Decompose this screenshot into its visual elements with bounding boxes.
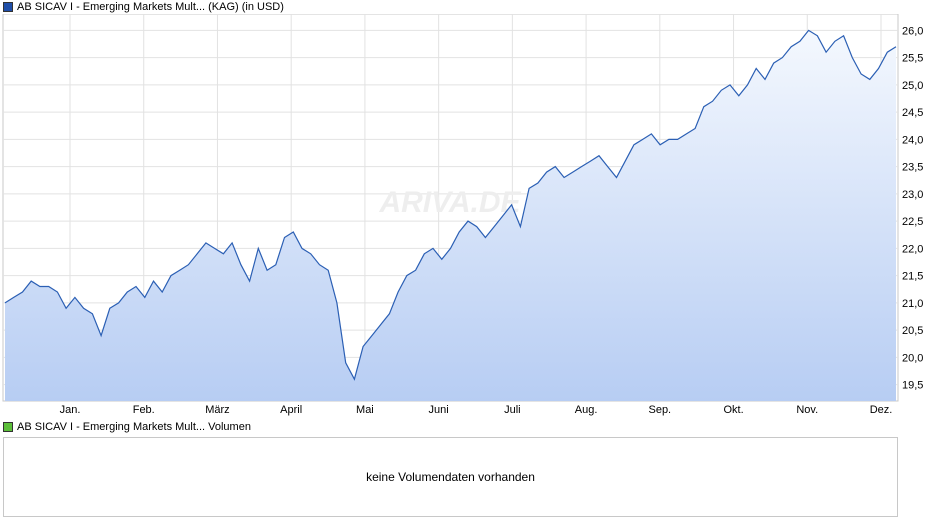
watermark: ARIVA.DE bbox=[378, 186, 521, 219]
y-tick-label: 21,0 bbox=[902, 298, 923, 310]
y-tick-label: 23,0 bbox=[902, 189, 923, 201]
x-tick-label: Jan. bbox=[60, 404, 81, 416]
volume-legend-swatch bbox=[3, 422, 13, 432]
volume-legend: AB SICAV I - Emerging Markets Mult... Vo… bbox=[3, 420, 251, 434]
price-line bbox=[4, 29, 897, 381]
x-tick-label: Okt. bbox=[723, 404, 743, 416]
y-tick-label: 20,0 bbox=[902, 352, 923, 364]
price-chart: ARIVA.DE Jan. Feb. März April Mai Juni Juli Aug… bbox=[2, 14, 923, 416]
price-area-fill bbox=[5, 30, 896, 402]
y-tick-label: 26,0 bbox=[902, 25, 923, 37]
volume-panel: keine Volumendaten vorhanden bbox=[3, 437, 898, 517]
y-tick-label: 23,5 bbox=[902, 162, 923, 174]
y-tick-label: 22,0 bbox=[902, 243, 923, 255]
y-tick-label: 19,5 bbox=[902, 380, 923, 392]
no-volume-data-message: keine Volumendaten vorhanden bbox=[366, 470, 535, 484]
y-tick-label: 24,5 bbox=[902, 107, 923, 119]
price-legend-swatch bbox=[3, 2, 13, 12]
price-legend: AB SICAV I - Emerging Markets Mult... (K… bbox=[3, 0, 284, 14]
x-tick-label: Juni bbox=[429, 404, 449, 416]
x-tick-label: Aug. bbox=[575, 404, 598, 416]
x-axis-labels: Jan. Feb. März April Mai Juni Juli Aug. Sep. Okt.… bbox=[60, 404, 893, 416]
x-tick-label: Sep. bbox=[648, 404, 671, 416]
y-tick-label: 20,5 bbox=[902, 325, 923, 337]
y-tick-label: 25,5 bbox=[902, 53, 923, 65]
x-tick-label: Mai bbox=[356, 404, 374, 416]
y-tick-label: 21,5 bbox=[902, 271, 923, 283]
x-tick-label: März bbox=[205, 404, 229, 416]
volume-legend-label: AB SICAV I - Emerging Markets Mult... Vo… bbox=[17, 421, 251, 433]
price-legend-label: AB SICAV I - Emerging Markets Mult... (K… bbox=[17, 1, 284, 13]
y-tick-label: 25,0 bbox=[902, 80, 923, 92]
y-tick-label: 24,0 bbox=[902, 134, 923, 146]
x-tick-label: April bbox=[280, 404, 302, 416]
x-tick-label: Juli bbox=[504, 404, 521, 416]
x-tick-label: Nov. bbox=[796, 404, 818, 416]
x-tick-label: Dez. bbox=[870, 404, 893, 416]
y-axis-labels: 19,5 20,0 20,5 21,0 21,5 22,0 22,5 23,0 23,5 24,0… bbox=[902, 25, 923, 391]
y-tick-label: 22,5 bbox=[902, 216, 923, 228]
x-tick-label: Feb. bbox=[133, 404, 155, 416]
